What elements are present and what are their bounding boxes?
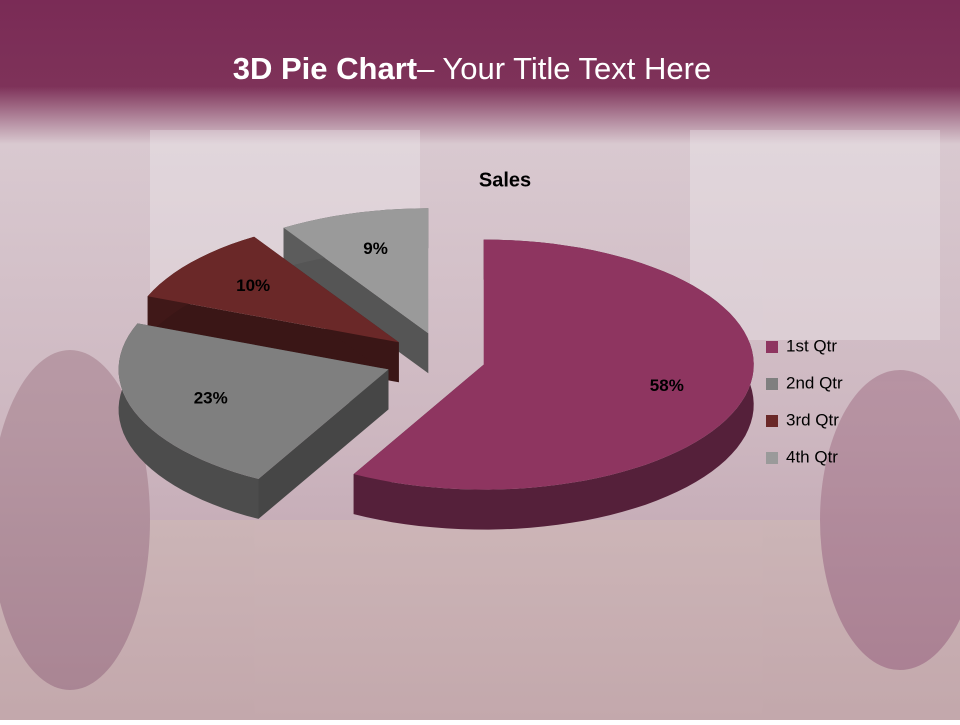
slide-title-bold: 3D Pie Chart	[233, 51, 417, 86]
data-label: 58%	[650, 376, 684, 395]
slice-top	[353, 239, 754, 490]
legend-swatch	[766, 341, 778, 353]
slide-title-rest: – Your Title Text Here	[417, 51, 711, 86]
slice-wall	[353, 239, 754, 530]
data-label: 10%	[236, 276, 270, 295]
legend-label: 3rd Qtr	[786, 410, 839, 429]
slice-top	[147, 236, 399, 343]
slide-title: 3D Pie Chart– Your Title Text Here	[233, 51, 711, 86]
slice-top	[283, 208, 429, 334]
data-label: 23%	[194, 389, 228, 408]
legend-swatch	[766, 415, 778, 427]
legend: 1st Qtr 2nd Qtr 3rd Qtr 4th Qtr	[766, 336, 843, 466]
legend-swatch	[766, 452, 778, 464]
legend-label: 4th Qtr	[786, 447, 838, 466]
pie-slice	[353, 239, 754, 530]
pie-slice	[283, 208, 429, 374]
legend-label: 1st Qtr	[786, 336, 837, 355]
slice-top	[118, 323, 389, 479]
legend-label: 2nd Qtr	[786, 373, 843, 392]
slice-wall	[118, 323, 259, 519]
data-label: 9%	[363, 239, 388, 258]
legend-swatch	[766, 378, 778, 390]
pie: 58% 23% 10% 9%	[118, 208, 754, 530]
slice-side	[283, 227, 429, 374]
chart-title: Sales	[479, 169, 531, 191]
slice-side	[258, 369, 389, 519]
pie-slice	[118, 323, 389, 519]
